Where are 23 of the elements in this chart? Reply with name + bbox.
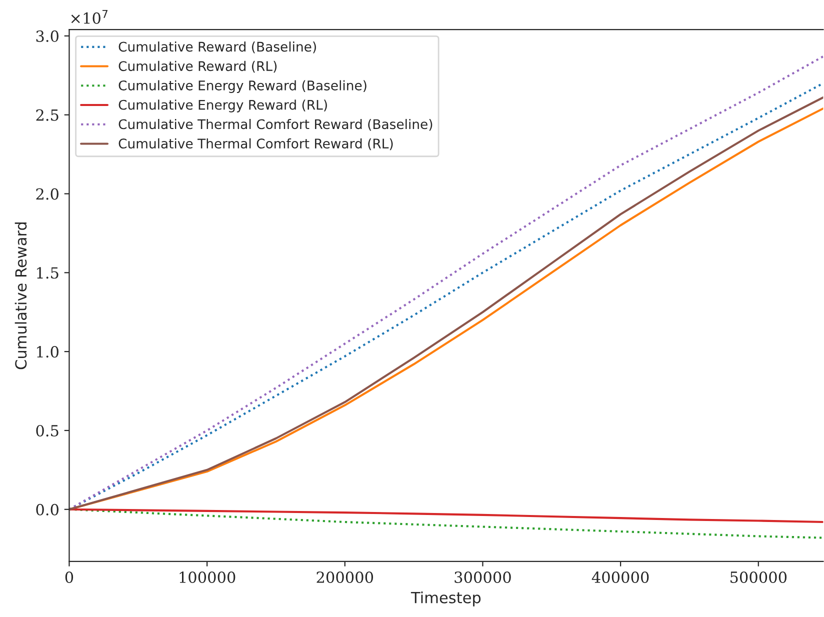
y-tick-label: 2.0	[36, 188, 58, 200]
line-series	[69, 508, 824, 524]
legend-label: Cumulative Thermal Comfort Reward (RL)	[118, 138, 393, 150]
x-tick-label: 100000	[180, 571, 236, 584]
x-tick-label: 400000	[592, 571, 649, 584]
legend-label: Cumulative Reward (RL)	[118, 60, 277, 73]
y-tick-label: 3.0	[36, 30, 58, 42]
x-axis-title: Timestep	[410, 592, 481, 606]
legend-label: Cumulative Energy Reward (RL)	[118, 100, 327, 112]
x-tick-label: 300000	[454, 571, 511, 584]
y-tick-label: 0.0	[36, 504, 58, 516]
x-tick-label: 500000	[730, 571, 787, 584]
y-tick-label: 1.5	[37, 267, 58, 279]
x-tick-label: 0	[65, 571, 74, 584]
y-axis-title: Cumulative Reward	[14, 222, 27, 370]
y-tick-label: 1.0	[37, 346, 58, 358]
legend-label: Cumulative Energy Reward (Baseline)	[118, 80, 366, 93]
y-tick-label: 0.5	[36, 424, 58, 436]
legend-label: Cumulative Thermal Comfort Reward (Baseline)	[118, 118, 432, 131]
text: ×10$^{7}$	[71, 10, 108, 24]
x-tick-label: 200000	[316, 571, 374, 584]
legend-label: Cumulative Reward (Baseline)	[118, 41, 316, 54]
y-tick-label: 2.5	[36, 109, 58, 121]
